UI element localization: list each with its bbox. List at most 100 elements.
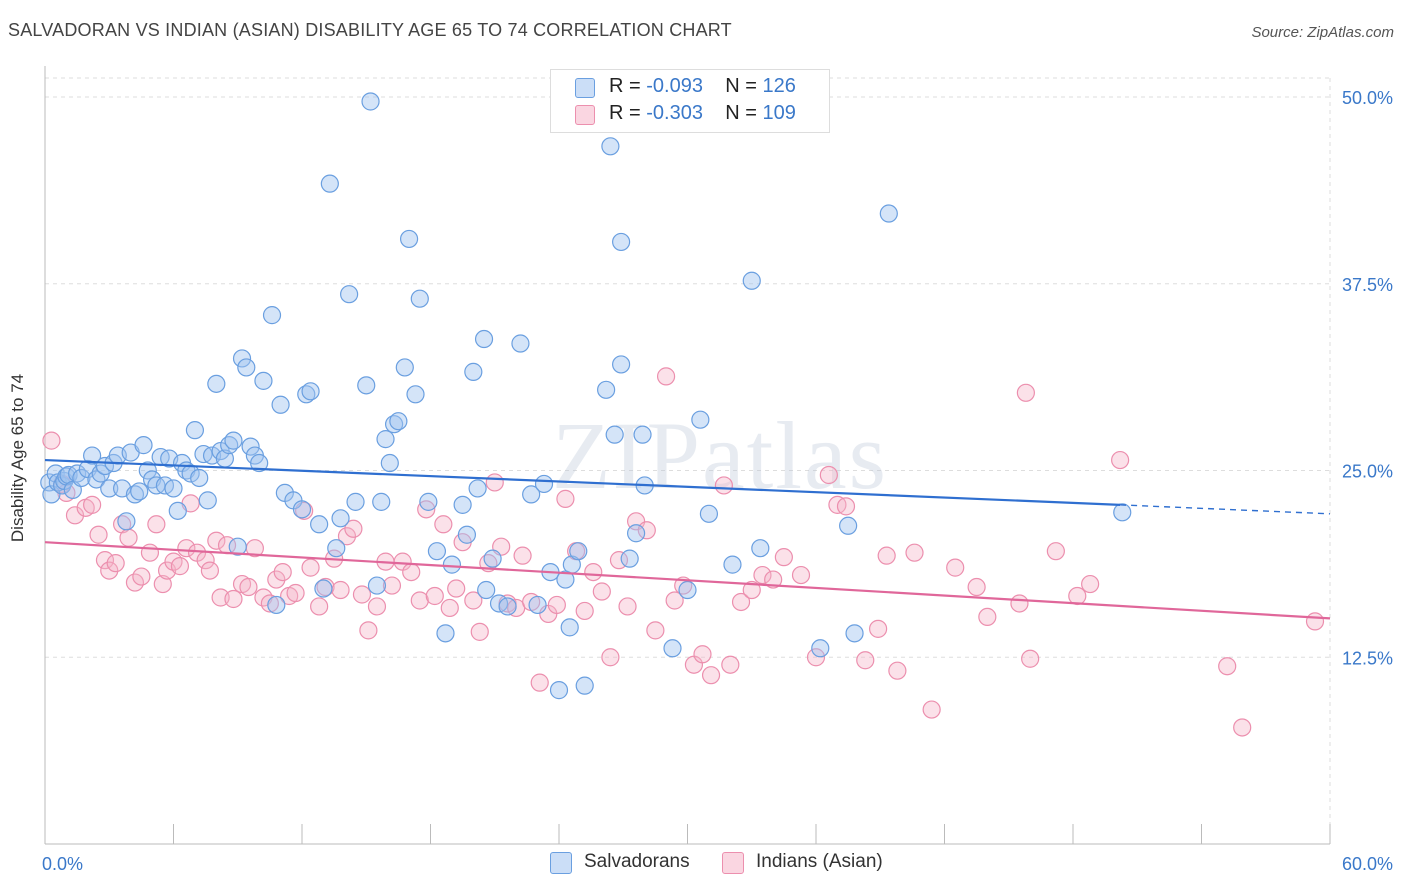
data-point-indians-asian — [888, 661, 907, 680]
data-point-indians-asian — [1010, 594, 1029, 613]
n-value: 126 — [762, 75, 796, 97]
data-point-indians-asian — [106, 554, 125, 573]
data-point-salvadorans — [389, 412, 408, 431]
data-point-salvadorans — [699, 504, 719, 523]
y-tick-labels: 12.5% 25.0% 37.5% 50.0% — [1342, 88, 1393, 668]
data-point-indians-asian — [836, 497, 856, 516]
data-point-indians-asian — [714, 476, 734, 495]
data-point-indians-asian — [1021, 649, 1040, 668]
data-point-salvadorans — [267, 595, 286, 615]
data-point-indians-asian — [89, 525, 108, 544]
data-point-indians-asian — [967, 577, 986, 597]
data-point-salvadorans — [357, 376, 376, 395]
data-point-salvadorans — [626, 524, 646, 543]
series-legend: Salvadorans Indians (Asian) — [0, 850, 1406, 880]
data-point-salvadorans — [361, 92, 380, 111]
legend-label: Salvadorans — [584, 851, 690, 872]
data-point-salvadorans — [380, 453, 399, 473]
source-label: Source: ZipAtlas.com — [1251, 24, 1394, 41]
legend-swatch-blue — [575, 78, 595, 98]
data-point-indians-asian — [100, 561, 119, 580]
y-axis-label: Disability Age 65 to 74 — [8, 373, 27, 543]
data-point-salvadorans — [410, 289, 429, 308]
data-point-salvadorans — [468, 479, 487, 498]
data-point-indians-asian — [731, 592, 751, 612]
data-point-indians-asian — [656, 367, 676, 386]
y-tick-label: 25.0% — [1342, 462, 1393, 482]
legend-text: R = -0.303 N = 109 — [609, 102, 796, 124]
data-point-salvadorans — [181, 464, 200, 483]
data-point-indians-asian — [905, 543, 924, 562]
data-point-indians-asian — [592, 582, 611, 601]
data-point-indians-asian — [267, 570, 286, 589]
data-point-indians-asian — [946, 558, 965, 577]
data-point-salvadorans — [453, 495, 472, 514]
data-point-salvadorans — [100, 479, 119, 498]
data-point-salvadorans — [134, 436, 153, 455]
data-point-salvadorans — [228, 537, 247, 556]
data-point-salvadorans — [477, 580, 496, 600]
data-point-indians-asian — [1233, 718, 1252, 737]
data-point-indians-asian — [693, 645, 712, 664]
data-point-salvadorans — [457, 525, 477, 544]
data-point-salvadorans — [241, 437, 260, 456]
data-point-salvadorans — [511, 334, 530, 353]
data-point-indians-asian — [1046, 542, 1065, 561]
data-point-salvadorans — [314, 579, 333, 598]
data-point-indians-asian — [417, 500, 436, 519]
data-point-indians-asian — [359, 621, 378, 640]
y-tick-label: 12.5% — [1342, 648, 1393, 668]
data-point-indians-asian — [119, 528, 138, 547]
data-point-salvadorans — [528, 595, 547, 615]
data-point-salvadorans — [320, 174, 339, 193]
data-point-salvadorans — [464, 362, 483, 381]
data-point-salvadorans — [301, 382, 320, 401]
data-point-salvadorans — [331, 509, 350, 528]
data-point-indians-asian — [575, 601, 594, 621]
data-point-salvadorans — [549, 681, 569, 700]
data-point-salvadorans — [845, 624, 864, 643]
data-point-indians-asian — [470, 622, 489, 641]
data-point-salvadorans — [250, 453, 269, 473]
data-point-indians-asian — [806, 648, 826, 667]
data-point-salvadorans — [340, 285, 359, 304]
x-tick-labels: 0.0% 60.0% — [42, 854, 1393, 874]
data-point-indians-asian — [337, 527, 357, 546]
data-point-salvadorans — [207, 374, 226, 393]
data-point-salvadorans — [560, 618, 579, 637]
data-point-indians-asian — [922, 700, 941, 719]
data-point-salvadorans — [130, 482, 149, 501]
legend-swatch-pink — [575, 105, 595, 125]
data-point-indians-asian — [83, 495, 102, 514]
data-point-indians-asian — [447, 579, 466, 598]
data-point-salvadorans — [190, 468, 209, 488]
data-point-indians-asian — [547, 595, 566, 615]
data-point-salvadorans — [663, 639, 682, 658]
data-point-indians-asian — [402, 562, 421, 582]
data-point-indians-asian — [721, 655, 740, 674]
data-point-indians-asian — [170, 557, 190, 576]
data-point-salvadorans — [292, 500, 312, 519]
data-point-indians-asian — [200, 561, 220, 580]
data-point-indians-asian — [1068, 586, 1087, 606]
correlation-legend: R = -0.093 N = 126 R = -0.303 N = 109 — [550, 69, 830, 133]
data-point-salvadorans — [346, 492, 365, 511]
data-point-indians-asian — [978, 607, 997, 627]
data-point-indians-asian — [352, 585, 372, 604]
data-point-salvadorans — [262, 306, 282, 325]
data-point-indians-asian — [140, 543, 160, 562]
data-point-salvadorans — [271, 395, 290, 414]
data-point-indians-asian — [485, 473, 504, 492]
watermark: ZIPatlas — [552, 402, 888, 509]
data-point-salvadorans — [164, 479, 183, 498]
data-point-salvadorans — [83, 446, 102, 465]
r-value: -0.093 — [646, 75, 703, 97]
data-point-salvadorans — [620, 549, 639, 568]
data-point-indians-asian — [331, 580, 350, 600]
data-point-salvadorans — [498, 597, 517, 616]
data-point-indians-asian — [410, 591, 429, 610]
trend-line-salvadorans — [44, 458, 1121, 506]
data-point-indians-asian — [310, 597, 329, 616]
data-point-salvadorans — [395, 358, 414, 377]
